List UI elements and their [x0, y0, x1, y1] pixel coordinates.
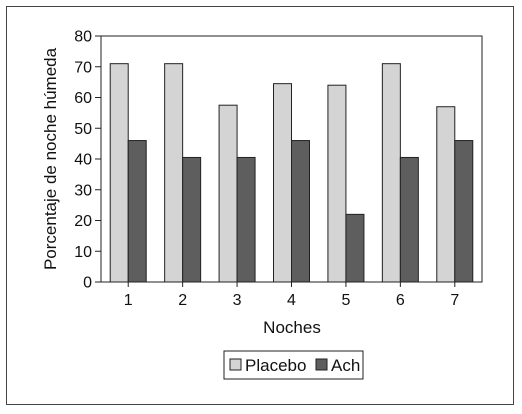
legend: Placebo Ach [223, 350, 364, 380]
x-tick-label: 3 [233, 292, 242, 309]
x-tick-label: 2 [178, 292, 187, 309]
x-tick-label: 4 [287, 292, 296, 309]
bar-placebo-2 [164, 63, 184, 283]
bar-ach-7 [454, 140, 474, 283]
legend-label-placebo: Placebo [245, 356, 306, 375]
x-tick-label: 6 [396, 292, 405, 309]
y-tick-label: 20 [74, 213, 92, 230]
x-tick-label: 7 [450, 292, 459, 309]
figure-frame [6, 6, 514, 405]
y-tick-label: 50 [74, 121, 92, 138]
y-tick-label: 40 [74, 152, 92, 169]
bar-ach-6 [399, 156, 419, 283]
plot-area: 0 10 20 30 40 50 60 70 80 1 2 3 4 5 6 7 [74, 29, 483, 309]
bar-placebo-5 [327, 84, 347, 283]
bar-ach-1 [127, 140, 147, 283]
x-tick-label: 1 [124, 292, 133, 309]
legend-swatch-ach [315, 358, 328, 371]
bar-placebo-4 [273, 83, 292, 283]
y-axis-title: Porcentaje de noche húmeda [41, 47, 60, 270]
x-tick-label: 5 [341, 292, 350, 309]
legend-swatch-placebo [229, 358, 242, 371]
x-axis-title: Noches [263, 318, 321, 337]
y-tick-label: 0 [83, 275, 92, 292]
y-tick-label: 80 [74, 29, 92, 46]
bar-placebo-1 [109, 63, 129, 283]
legend-frame [223, 350, 364, 380]
bar-placebo-7 [436, 106, 456, 283]
legend-label-ach: Ach [331, 356, 360, 375]
bar-ach-2 [182, 156, 202, 283]
y-tick-label: 10 [74, 244, 92, 261]
y-tick-label: 70 [74, 59, 92, 76]
bar-ach-5 [345, 213, 365, 283]
bar-ach-4 [291, 140, 310, 283]
bar-placebo-6 [381, 63, 401, 283]
bar-ach-3 [236, 156, 256, 283]
y-tick-label: 30 [74, 182, 92, 199]
y-tick-label: 60 [74, 90, 92, 107]
bar-placebo-3 [218, 104, 238, 283]
